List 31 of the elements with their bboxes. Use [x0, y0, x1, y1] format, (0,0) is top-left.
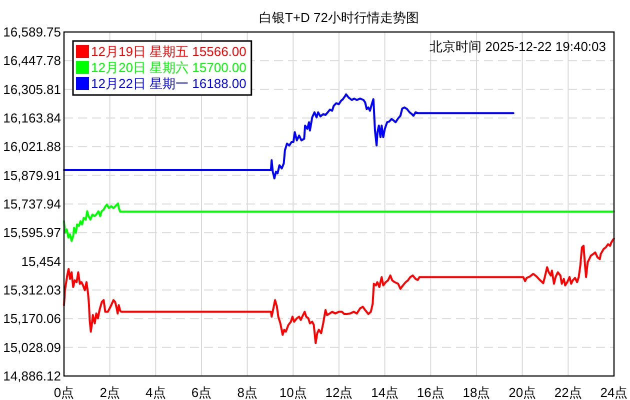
- annotation: 北京时间 2025-12-22 19:40:03: [430, 39, 606, 54]
- legend-label: 12月20日 星期六 15700.00: [91, 60, 246, 75]
- xtick: 0点: [54, 385, 74, 400]
- xtick: 22点: [554, 385, 582, 400]
- ytick: 16,589.75: [3, 24, 61, 40]
- xtick: 18点: [462, 385, 490, 400]
- ytick: 15,595.97: [3, 225, 61, 240]
- legend-label: 12月19日 星期五 15566.00: [91, 44, 246, 59]
- ytick: 16,305.81: [3, 82, 61, 97]
- title: 白银T+D 72小时行情走势图: [259, 10, 419, 25]
- xtick: 8点: [237, 385, 258, 400]
- ytick: 16,447.78: [3, 53, 61, 68]
- ytick: 16,021.88: [3, 139, 61, 154]
- ytick: 15,028.09: [3, 340, 61, 355]
- legend-label: 12月22日 星期一 16188.00: [91, 76, 246, 91]
- xtick: 16点: [416, 385, 444, 400]
- xtick: 10点: [279, 385, 307, 400]
- ytick: 15,737.94: [3, 196, 61, 212]
- ytick: 15,170.06: [3, 311, 61, 326]
- xtick: 4点: [146, 385, 166, 400]
- ytick: 14,886.12: [3, 368, 61, 384]
- xtick: 14点: [371, 385, 399, 400]
- ytick: 16,163.84: [3, 110, 61, 126]
- xtick: 12点: [325, 385, 353, 400]
- xtick: 24点: [600, 385, 628, 400]
- ytick: 15,879.91: [3, 168, 61, 183]
- ytick: 15,454: [21, 254, 61, 269]
- xtick: 2点: [100, 385, 120, 400]
- xtick: 20点: [508, 385, 536, 400]
- ytick: 15,312.03: [3, 282, 61, 298]
- xtick: 6点: [191, 385, 212, 400]
